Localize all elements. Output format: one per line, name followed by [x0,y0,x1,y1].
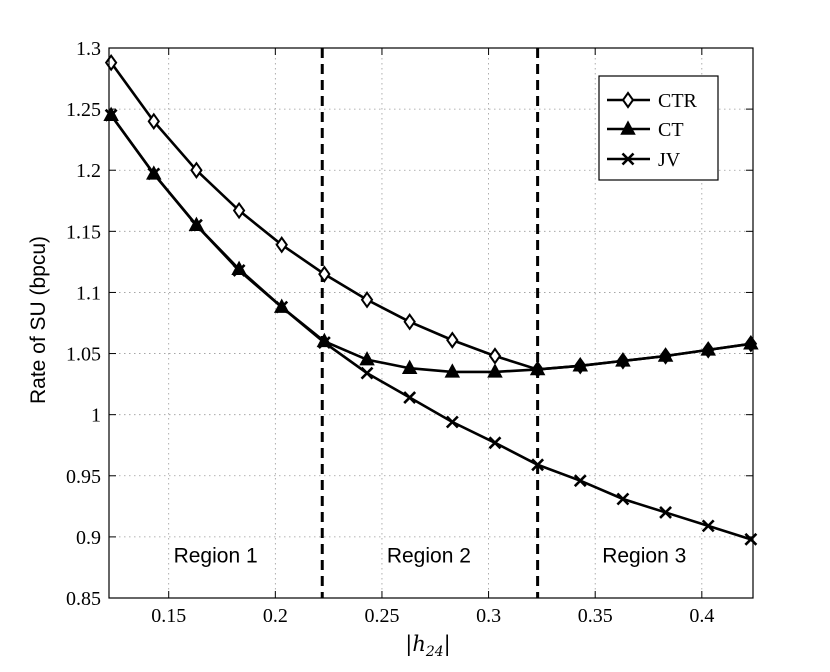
triangle-marker [529,360,546,376]
legend-entry-jv: JV [607,149,681,171]
legend-label: CTR [658,90,698,112]
x-marker [360,366,374,380]
x-marker [275,300,289,314]
x-tick-label: 0.25 [364,605,399,627]
y-tick-label: 0.85 [66,588,101,610]
x-marker [531,458,545,472]
region-label: Region 1 [174,545,258,568]
diamond-marker [621,91,635,109]
diamond-marker [446,331,459,349]
triangle-marker [700,341,716,356]
region-label: Region 2 [387,545,471,568]
triangle-marker [657,347,674,362]
x-marker [616,492,630,506]
legend-entry-ctr: CTR [607,90,698,112]
series-jv [104,108,758,546]
diamond-marker [318,265,331,283]
x-marker [659,506,672,519]
x-tick-label: 0.4 [689,605,714,627]
y-tick-label: 1.3 [76,38,101,60]
series-line-jv [110,114,752,541]
y-axis-title: Rate of SU (bpcu) [27,236,50,404]
region-label: Region 3 [602,545,686,568]
y-tick-label: 1.15 [66,221,101,243]
x-axis-title-subscript: 24 [425,644,444,660]
triangle-marker [487,363,503,378]
triangle-marker [620,120,636,135]
y-tick-label: 1.2 [76,160,101,182]
y-tick-label: 0.9 [76,527,101,549]
x-marker [621,152,635,166]
diamond-marker [147,112,161,131]
triangle-marker [743,335,759,350]
x-marker [104,108,118,122]
x-tick-label: 0.2 [263,605,288,627]
x-marker [573,474,587,488]
region-boundaries [320,48,540,598]
grid [109,47,753,599]
x-marker [488,436,502,450]
x-axis-title-bar-left: | [405,632,412,657]
diamond-marker [360,291,374,309]
x-tick-label: 0.15 [151,605,186,627]
x-marker [445,415,459,429]
legend: CTR CT JV [598,75,719,181]
legend-label: CT [658,119,684,141]
y-tick-label: 1 [91,405,101,427]
x-axis-title-bar-right: | [444,632,451,657]
triangle-marker [359,351,375,366]
triangle-marker [615,352,631,367]
axis-ticks: 0.15 0.2 0.25 0.3 0.35 0.4 0.85 0.9 0.95 1 1.05 1.1… [66,38,753,627]
y-tick-label: 0.95 [66,466,101,488]
x-marker [317,336,331,349]
x-axis-title-variable: h [412,632,426,656]
triangle-marker [401,359,418,374]
diamond-marker [232,201,246,220]
x-marker [232,264,246,277]
x-marker [190,218,203,232]
diamond-marker [403,313,416,331]
diamond-marker [488,347,502,365]
plot-frame [108,47,754,599]
region-labels: Region 1 Region 2 Region 3 [174,545,687,568]
x-axis-title: |h24| [405,632,451,660]
x-marker [701,519,715,533]
y-tick-label: 1.1 [76,282,101,304]
x-marker [147,167,161,181]
x-tick-label: 0.35 [578,605,613,627]
x-marker [744,532,758,546]
x-tick-label: 0.3 [476,605,501,627]
x-marker [403,391,417,404]
legend-entry-ct: CT [607,119,684,141]
diamond-marker [190,161,203,179]
y-tick-label: 1.25 [66,99,101,121]
triangle-marker [444,363,461,378]
series-group [103,53,759,546]
legend-label: JV [658,149,681,171]
y-tick-label: 1.05 [66,344,101,366]
diamond-marker [275,236,288,254]
triangle-marker [572,357,589,372]
